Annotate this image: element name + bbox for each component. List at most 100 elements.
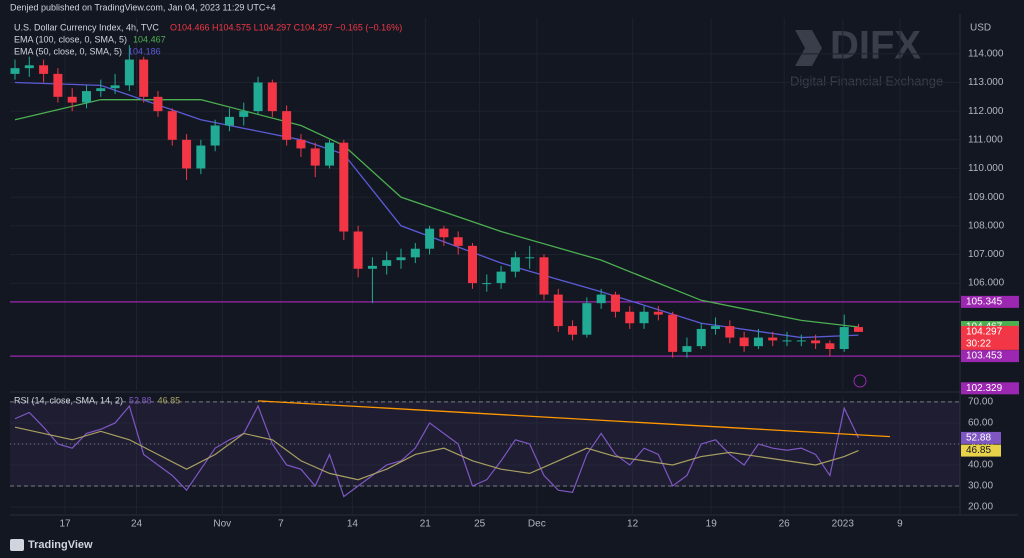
y-tick-label: 113.000 [968,77,1004,88]
candle-body [782,340,792,342]
candle-body [282,111,292,140]
candle-body [167,111,177,140]
x-tick-label: 2023 [832,519,855,530]
candle-body [711,326,721,329]
ema-line [14,99,859,328]
price-label: 104.297 [966,327,1003,338]
candle-body [539,257,549,295]
candle-body [625,311,635,324]
rsi-label-bg [961,431,1001,444]
candle-body [467,245,477,284]
candle-body [596,294,606,304]
candle-body [396,257,406,261]
candle-body [568,326,578,335]
candle-body [267,82,277,112]
trend-line [258,400,890,438]
watermark-logo [795,30,822,66]
countdown-bg [961,337,1019,350]
x-tick-label: 24 [131,519,143,530]
y-tick-label: 40.00 [968,460,993,471]
legend-value: 52.88 [129,395,152,405]
candle-body [482,283,492,285]
candle-body [310,148,320,166]
y-tick-label: 30.00 [968,481,993,492]
candle-body [853,327,863,332]
candle-body [67,96,77,103]
y-tick-label: 109.000 [968,192,1005,203]
price-label: 102.329 [966,383,1003,394]
x-tick-label: 21 [420,519,432,530]
y-tick-label: 111.000 [968,134,1003,145]
candle-body [353,231,363,269]
legend-value: 104.186 [128,46,161,56]
candle-body [653,311,663,315]
candle-body [425,228,435,249]
legend-title: RSI (14, close, SMA, 14, 2) [14,395,123,405]
candle-body [839,327,849,350]
candle-body [696,328,706,347]
candle-body [110,85,120,89]
candle-body [496,271,506,284]
price-label: 105.345 [966,297,1003,308]
x-tick-label: 25 [474,519,486,530]
legend-name: EMA (100, close, 0, SMA, 5) [14,34,127,44]
candle-body [439,228,449,238]
rsi-line [14,404,860,498]
candle-body [182,139,192,169]
event-icon [853,374,867,388]
price-label-bg [961,295,1019,308]
legend-name: EMA (50, close, 0, SMA, 5) [14,46,122,56]
y-tick-label: 107.000 [968,249,1005,260]
candle-body [339,142,349,232]
watermark-sub: Digital Financial Exchange [790,73,943,88]
candle-body [682,346,692,352]
candle-body [382,260,392,266]
x-tick-label: Dec [528,519,546,530]
rsi-label-bg [961,444,1001,457]
candle-body [10,68,20,74]
candle-body [768,337,778,341]
candle-body [525,257,535,259]
candle-body [53,73,63,97]
rsi-label: 52.88 [966,433,991,444]
candle-body [253,82,263,112]
x-tick-label: 17 [59,519,71,530]
x-tick-label: 26 [779,519,791,530]
y-tick-label: 20.00 [968,502,993,513]
y-tick-label: 112.000 [968,106,1004,117]
candle-body [367,265,377,269]
candle-body [610,294,620,312]
candle-body [296,139,306,149]
candle-body [81,91,91,103]
candle-body [139,59,149,97]
footer-brand: TradingView [28,539,93,551]
candle-body [739,337,749,347]
legend-title: U.S. Dollar Currency Index, 4h, TVC [14,22,159,32]
ema-line [14,81,859,339]
x-tick-label: 12 [627,519,639,530]
y-tick-label: 70.00 [968,397,993,408]
price-label-bg [961,350,1019,363]
rsi-line [14,426,859,481]
legend-ohlc: O104.466 H104.575 L104.297 C104.297 −0.1… [170,22,402,32]
x-tick-label: 19 [706,519,718,530]
candle-body [668,314,678,352]
y-tick-label: 110.000 [968,163,1004,174]
y-tick-label: 60.00 [968,418,993,429]
published-note: Denjed published on TradingView.com, Jan… [10,2,276,12]
price-label: 103.453 [966,351,1003,362]
rsi-label: 46.85 [966,445,991,456]
candle-body [196,145,206,169]
x-tick-label: 7 [278,519,284,530]
legend-value: 46.85 [158,395,181,405]
candle-body [553,294,563,327]
watermark-brand: DIFX [830,24,921,68]
candle-body [453,237,463,246]
y-tick-label: 114.000 [968,48,1004,59]
footer-logo [10,539,24,551]
candle-body [224,116,234,126]
candle-body [796,340,806,342]
candle-body [153,96,163,112]
candle-body [811,340,821,344]
